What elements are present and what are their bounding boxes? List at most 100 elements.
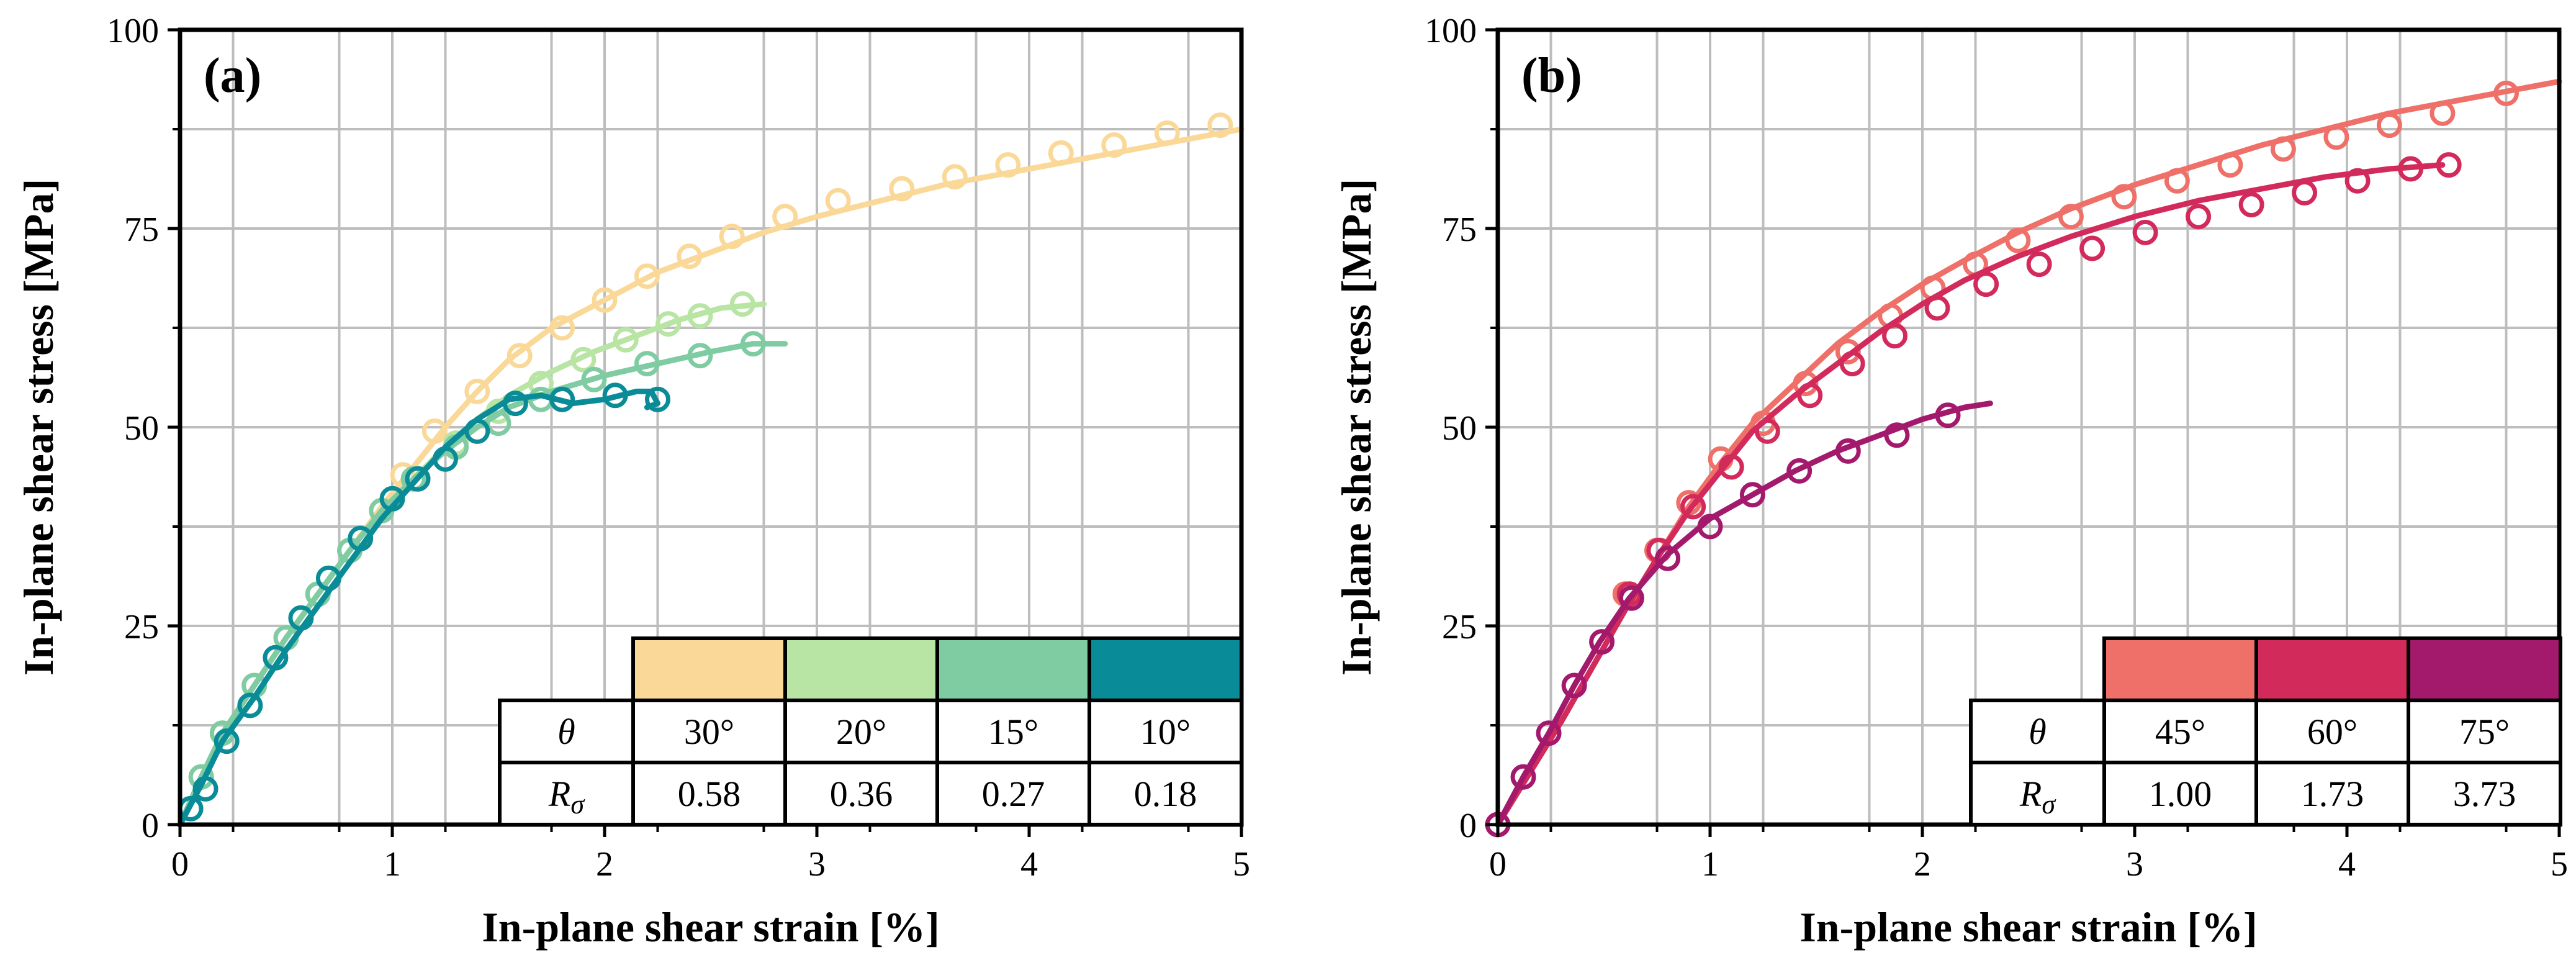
legend-cell xyxy=(783,699,939,764)
data-point xyxy=(379,486,405,512)
data-point xyxy=(2186,204,2212,230)
x-tick-label: 2 xyxy=(1914,845,1931,884)
data-point xyxy=(2323,124,2349,150)
y-tick-label: 0 xyxy=(142,807,159,845)
data-point xyxy=(288,605,314,631)
legend-swatch xyxy=(2254,636,2410,702)
data-point xyxy=(1207,112,1233,138)
data-point xyxy=(581,366,607,392)
data-point xyxy=(2058,204,2084,230)
data-point xyxy=(655,311,682,337)
data-point xyxy=(942,164,968,190)
y-tick-label: 75 xyxy=(124,210,159,249)
legend-r-main: R xyxy=(2019,774,2042,814)
legend-rsigma-value: 0.27 xyxy=(982,774,1045,814)
legend-rsigma-value: 1.73 xyxy=(2301,774,2364,814)
data-point xyxy=(1797,382,1823,409)
data-point xyxy=(421,418,448,444)
legend-theta-value: 10° xyxy=(1140,712,1191,752)
y-tick-label: 0 xyxy=(1459,807,1477,845)
data-point xyxy=(549,315,575,341)
legend-rsigma-value: 0.36 xyxy=(830,774,893,814)
data-point xyxy=(2270,136,2296,162)
y-tick-label: 100 xyxy=(107,12,159,50)
data-point xyxy=(2079,235,2105,261)
legend-cell xyxy=(2254,699,2410,764)
legend-cell xyxy=(935,761,1091,826)
data-point xyxy=(1793,371,1819,397)
legend-rsigma-header: Rσ xyxy=(2019,774,2056,820)
legend-cell xyxy=(1088,761,1243,826)
data-point xyxy=(214,728,240,754)
data-point xyxy=(613,327,639,353)
x-axis-title: In-plane shear strain [%] xyxy=(482,903,939,951)
legend-head-cell xyxy=(1969,699,2106,764)
legend-theta-value: 45° xyxy=(2155,712,2205,752)
data-point xyxy=(1048,140,1074,166)
legend-rsigma-value: 0.18 xyxy=(1134,774,1197,814)
data-point xyxy=(2292,179,2318,206)
data-point xyxy=(2111,184,2137,210)
legend-rsigma-value: 1.00 xyxy=(2149,774,2212,814)
data-point xyxy=(889,176,915,202)
data-point xyxy=(348,525,374,551)
data-point xyxy=(645,386,670,412)
data-point xyxy=(1924,295,1950,321)
data-point xyxy=(464,418,490,444)
data-point xyxy=(2376,112,2402,138)
series-75deg xyxy=(1485,401,1993,838)
data-point xyxy=(1680,494,1706,520)
data-point xyxy=(634,263,660,289)
legend-theta-value: 60° xyxy=(2307,712,2358,752)
data-point xyxy=(405,466,431,492)
x-tick-label: 0 xyxy=(171,845,189,884)
data-point xyxy=(433,446,458,472)
x-tick-label: 4 xyxy=(2338,845,2356,884)
panel-label: (a) xyxy=(204,48,261,103)
data-point xyxy=(592,287,618,313)
legend-cell xyxy=(935,699,1091,764)
series-10deg xyxy=(177,382,670,828)
data-point xyxy=(1101,132,1127,158)
legend-theta-value: 75° xyxy=(2459,712,2510,752)
legend-theta-header: θ xyxy=(2029,712,2047,752)
legend-theta-value: 30° xyxy=(684,712,734,752)
data-point xyxy=(687,343,713,369)
y-tick-label: 25 xyxy=(1442,608,1477,646)
data-point xyxy=(1718,454,1744,480)
data-point xyxy=(1754,418,1780,444)
data-point xyxy=(1839,351,1865,377)
x-tick-label: 1 xyxy=(384,845,401,884)
data-point xyxy=(2398,156,2424,182)
data-point xyxy=(1561,672,1587,699)
y-tick-label: 25 xyxy=(124,608,159,646)
data-point xyxy=(1618,585,1644,611)
data-point xyxy=(995,152,1021,178)
data-point xyxy=(825,188,851,214)
data-point xyxy=(1510,764,1536,790)
data-point xyxy=(570,346,597,373)
data-point xyxy=(1935,402,1961,428)
data-point xyxy=(2005,227,2031,253)
data-point xyxy=(2238,192,2264,218)
legend-head-cell xyxy=(498,699,635,764)
legend-r-sub: σ xyxy=(2042,789,2056,820)
data-point xyxy=(677,243,703,269)
x-tick-label: 5 xyxy=(1233,845,1250,884)
data-point xyxy=(687,303,713,329)
y-tick-label: 50 xyxy=(1442,409,1477,448)
x-tick-label: 2 xyxy=(596,845,613,884)
data-point xyxy=(2344,168,2371,194)
data-point xyxy=(237,692,263,718)
data-point xyxy=(602,382,628,409)
y-tick-label: 50 xyxy=(124,409,159,448)
data-point xyxy=(507,343,533,369)
data-point xyxy=(1786,458,1813,484)
data-point xyxy=(729,291,755,317)
data-point xyxy=(2436,152,2462,178)
data-point xyxy=(549,386,575,412)
data-point xyxy=(2164,168,2190,194)
